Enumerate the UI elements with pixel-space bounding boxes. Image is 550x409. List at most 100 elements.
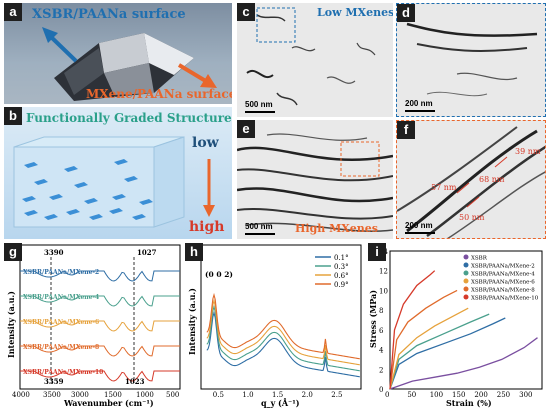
x-tick-label: 250 bbox=[497, 391, 510, 399]
x-tick-label: 3000 bbox=[71, 391, 89, 399]
x-tick-label: 50 bbox=[407, 391, 416, 399]
graded-structure-title: Functionally Graded Structure bbox=[26, 111, 232, 125]
series-label: XSBR/PAANa/MXene-6 bbox=[23, 319, 99, 326]
y-tick-label: 6 bbox=[379, 327, 384, 335]
panel-f-tag: f bbox=[397, 121, 415, 139]
panel-d: d 200 nm bbox=[396, 3, 546, 117]
plot-frame bbox=[200, 244, 362, 390]
legend-marker bbox=[463, 286, 469, 292]
legend-marker bbox=[463, 270, 469, 276]
panel-c: c Low MXenes 500 nm bbox=[237, 3, 393, 117]
panel-g-tag: g bbox=[4, 243, 22, 261]
panel-c-tag: c bbox=[237, 3, 255, 21]
ftir-series-line bbox=[20, 345, 180, 357]
ftir-series-line bbox=[20, 295, 180, 307]
giwaxs-series-line bbox=[206, 304, 360, 372]
ftir-series-line bbox=[20, 370, 180, 382]
ftir-series-line bbox=[20, 320, 180, 332]
plot-frame bbox=[389, 250, 543, 390]
ftir-chart: XSBR/PAANa/MXene-2 XSBR/PAANa/MXene-4 XSBR… bbox=[6, 244, 181, 408]
series-label: XSBR/PAANa/MXene-10 bbox=[23, 369, 103, 376]
xsbr-surface-label: XSBR/PAANa surface bbox=[32, 7, 186, 22]
stress-strain-line bbox=[389, 270, 436, 390]
panel-b-tag: b bbox=[4, 107, 22, 125]
peak-label: 3359 bbox=[44, 377, 64, 386]
x-tick-label: 300 bbox=[519, 391, 532, 399]
legend-marker bbox=[463, 262, 469, 268]
x-tick-label: 2.0 bbox=[302, 391, 313, 399]
x-tick-label: 1000 bbox=[136, 391, 154, 399]
series-label: XSBR/PAANa/MXene-4 bbox=[23, 294, 99, 301]
scale-bar bbox=[245, 111, 275, 113]
legend-marker bbox=[463, 254, 469, 260]
peak-label: 1027 bbox=[137, 248, 157, 257]
y-tick-group: 02468101214 bbox=[379, 248, 388, 394]
x-tick-label: 1500 bbox=[104, 391, 122, 399]
scale-label: 500 nm bbox=[245, 222, 273, 231]
x-axis-label: Strain (%) bbox=[446, 398, 492, 408]
series-label: XSBR/PAANa/MXene-8 bbox=[23, 344, 99, 351]
high-label: high bbox=[189, 219, 225, 235]
measurement-label: 50 nm bbox=[459, 213, 485, 222]
low-label: low bbox=[192, 135, 219, 151]
legend-entry: 0.3° bbox=[334, 263, 349, 271]
mxene-surface-label: MXene/PAANa surface bbox=[86, 87, 232, 101]
tem-image-zoom-low bbox=[406, 22, 538, 97]
legend-entry: 0.6° bbox=[334, 272, 349, 280]
legend-marker bbox=[463, 278, 469, 284]
x-axis-label: q_y (Å⁻¹) bbox=[261, 398, 300, 408]
film-photo bbox=[54, 33, 194, 101]
legend: 0.1°0.3°0.6°0.9° bbox=[315, 254, 349, 289]
arrows-graphic bbox=[42, 27, 217, 88]
x-tick-label: 200 bbox=[474, 391, 487, 399]
legend-entry: 0.9° bbox=[334, 281, 349, 289]
y-tick-label: 10 bbox=[379, 287, 388, 295]
scale-bar bbox=[245, 233, 275, 235]
stress-strain-series-group bbox=[389, 270, 538, 390]
stress-strain-line bbox=[389, 337, 538, 390]
legend-entry: XSBR/PAANa/MXene-10 bbox=[471, 296, 539, 302]
x-tick-group: 0 50 100 150 200 250 300 bbox=[385, 391, 532, 399]
y-tick-label: 0 bbox=[379, 386, 383, 394]
x-tick-group: 0.5 1.0 1.5 2.0 2.5 bbox=[213, 391, 343, 399]
high-mxenes-title: High MXenes bbox=[295, 222, 378, 235]
legend-entry: XSBR/PAANa/MXene-6 bbox=[471, 280, 535, 286]
legend-entry: XSBR/PAANa/MXene-8 bbox=[471, 288, 535, 294]
x-tick-label: 150 bbox=[452, 391, 465, 399]
measurement-label: 57 nm bbox=[431, 183, 457, 192]
panel-f: f 39 nm 57 nm 68 nm 50 nm 200 nm bbox=[396, 120, 546, 239]
giwaxs-series-group bbox=[206, 292, 360, 378]
x-tick-group: 4000 3500 3000 1500 1000 500 bbox=[12, 391, 179, 399]
y-tick-label: 2 bbox=[379, 366, 383, 374]
x-tick-label: 2.5 bbox=[331, 391, 342, 399]
y-axis-label: Stress (MPa) bbox=[368, 290, 378, 348]
legend-entry: XSBR bbox=[471, 256, 488, 262]
x-tick-label: 1.5 bbox=[272, 391, 283, 399]
y-axis-label: Intensity (a.u.) bbox=[6, 291, 16, 358]
panel-e: e High MXenes 500 nm bbox=[237, 120, 393, 239]
y-tick-label: 12 bbox=[379, 268, 388, 276]
x-tick-label: 500 bbox=[166, 391, 179, 399]
panel-a: a XSBR/PAANa surface MXene/PAANa surface bbox=[4, 3, 232, 104]
tem-image-high bbox=[237, 133, 393, 232]
x-tick-label: 4000 bbox=[12, 391, 30, 399]
panel-h-tag: h bbox=[185, 243, 203, 261]
series-label: XSBR/PAANa/MXene-2 bbox=[23, 269, 99, 276]
giwaxs-series-line bbox=[206, 310, 360, 378]
legend-entry: XSBR/PAANa/MXene-4 bbox=[471, 272, 535, 278]
legend-marker bbox=[463, 294, 469, 300]
scale-label: 500 nm bbox=[245, 100, 273, 109]
panel-g: g XSBR/PAANa/MXene-2 XSBR/PAANa/MXene-4 XS… bbox=[4, 243, 182, 409]
peak-label: (0 0 2) bbox=[205, 270, 233, 279]
tem-image-zoom-high bbox=[397, 126, 545, 238]
x-tick-label: 0 bbox=[385, 391, 389, 399]
peak-label: 1023 bbox=[125, 377, 145, 386]
panel-a-tag: a bbox=[4, 3, 22, 21]
ftir-series-line bbox=[20, 270, 180, 282]
x-tick-label: 100 bbox=[430, 391, 443, 399]
y-tick-label: 4 bbox=[379, 347, 384, 355]
stress-strain-line bbox=[389, 289, 458, 390]
tem-image-low bbox=[246, 7, 376, 106]
measurement-label: 39 nm bbox=[515, 147, 541, 156]
